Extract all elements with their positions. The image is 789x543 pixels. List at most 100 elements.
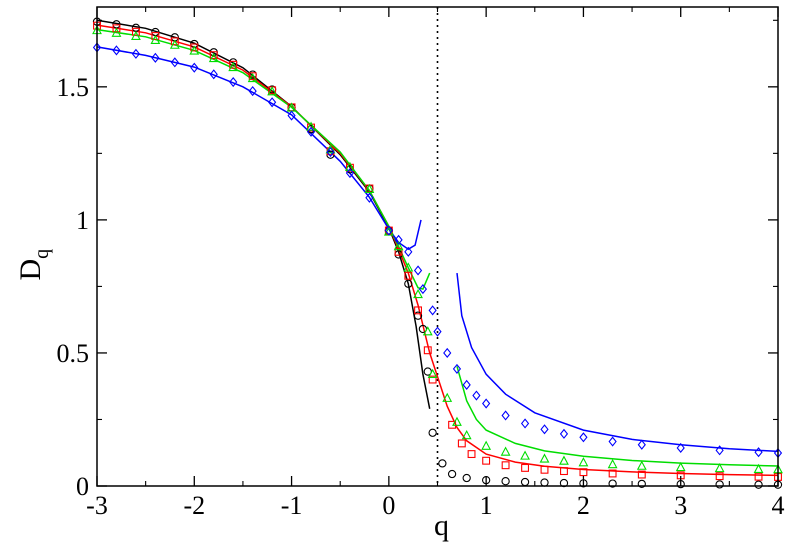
circle-marker xyxy=(413,311,423,320)
diamond-marker xyxy=(482,398,491,409)
y-tick-label: 0.5 xyxy=(57,339,90,368)
x-tick-label: 4 xyxy=(772,491,785,520)
x-tick-label: -3 xyxy=(86,491,108,520)
square-marker xyxy=(190,43,199,52)
square-marker xyxy=(151,32,160,40)
square-marker xyxy=(112,24,121,33)
markers-layer xyxy=(92,17,783,489)
series-curve-2 xyxy=(96,28,431,291)
triangle-marker xyxy=(500,446,511,456)
triangle-marker xyxy=(413,288,423,299)
diamond-marker xyxy=(579,432,588,443)
square-marker xyxy=(482,456,491,465)
square-marker xyxy=(404,271,413,280)
diamond-marker xyxy=(520,418,530,429)
diamond-marker xyxy=(345,167,355,179)
diamond-marker xyxy=(190,62,199,73)
circle-marker xyxy=(428,428,437,437)
y-axis-label-subscript: q xyxy=(31,249,53,259)
triangle-marker xyxy=(189,45,200,55)
square-marker xyxy=(501,461,510,470)
y-tick-label: 1 xyxy=(76,206,89,235)
x-tick-label: -1 xyxy=(281,491,303,520)
y-axis-label: Dq xyxy=(14,249,53,281)
x-tick-label: 0 xyxy=(382,491,395,520)
triangle-marker xyxy=(267,86,278,96)
square-marker xyxy=(209,51,218,60)
square-marker xyxy=(170,37,179,46)
diamond-marker xyxy=(229,76,238,88)
square-marker xyxy=(423,346,432,355)
x-tick-label: -2 xyxy=(183,491,205,520)
diamond-marker xyxy=(443,347,452,359)
diamond-marker xyxy=(637,439,646,450)
square-marker xyxy=(521,463,530,472)
triangle-marker xyxy=(403,262,414,272)
triangle-marker xyxy=(169,39,180,49)
triangle-marker xyxy=(442,392,453,402)
diamond-marker xyxy=(209,69,218,80)
square-marker xyxy=(131,27,140,36)
diamond-marker xyxy=(413,265,423,276)
diamond-marker xyxy=(306,126,316,137)
triangle-marker xyxy=(325,144,336,154)
triangle-marker xyxy=(111,27,122,37)
square-marker xyxy=(579,468,588,477)
triangle-marker xyxy=(578,457,589,467)
diamond-marker xyxy=(268,97,277,108)
triangle-marker xyxy=(427,368,438,378)
square-marker xyxy=(560,467,568,476)
series-curve-2 xyxy=(456,366,779,467)
square-marker xyxy=(414,306,422,315)
series-curve-3 xyxy=(456,273,779,453)
square-marker xyxy=(307,123,315,132)
triangle-marker xyxy=(306,121,316,131)
triangle-marker xyxy=(520,450,530,460)
diamond-marker xyxy=(394,234,403,245)
square-marker xyxy=(394,247,403,256)
square-marker xyxy=(637,470,646,479)
diamond-marker xyxy=(151,52,160,63)
circle-marker xyxy=(754,480,763,489)
circle-marker xyxy=(438,459,447,468)
diamond-marker xyxy=(452,363,462,374)
diamond-marker xyxy=(287,110,296,121)
triangle-marker xyxy=(130,30,141,41)
triangle-marker xyxy=(607,458,618,469)
diamond-marker xyxy=(326,146,335,158)
triangle-marker xyxy=(150,34,161,45)
square-marker xyxy=(467,450,476,459)
y-tick-label: 1.5 xyxy=(57,73,90,102)
triangle-marker xyxy=(364,183,375,194)
y-axis-label-main: D xyxy=(14,259,47,281)
circle-marker xyxy=(501,477,510,486)
diamond-marker xyxy=(170,57,179,68)
circle-marker xyxy=(447,469,457,479)
diamond-marker xyxy=(384,225,393,236)
triangle-marker xyxy=(461,429,472,440)
diamond-marker xyxy=(418,284,428,295)
diamond-marker xyxy=(248,86,257,97)
square-marker xyxy=(715,472,724,481)
diamond-marker xyxy=(433,326,442,337)
triangle-marker xyxy=(539,453,550,463)
circle-marker xyxy=(404,279,413,288)
series-curve-3 xyxy=(96,46,422,251)
square-marker xyxy=(608,469,617,478)
square-marker xyxy=(229,60,238,69)
triangle-marker xyxy=(452,416,462,426)
diamond-marker xyxy=(501,410,510,421)
diamond-marker xyxy=(608,436,617,447)
triangle-marker xyxy=(753,463,764,473)
triangle-marker xyxy=(422,326,433,336)
square-marker xyxy=(345,163,354,172)
square-marker xyxy=(457,439,466,448)
triangle-marker xyxy=(393,241,404,251)
triangle-marker xyxy=(208,52,219,63)
circle-marker xyxy=(520,477,530,487)
square-marker xyxy=(428,375,437,384)
diamond-marker xyxy=(559,428,569,439)
square-marker xyxy=(540,465,549,474)
circle-marker xyxy=(637,479,646,489)
